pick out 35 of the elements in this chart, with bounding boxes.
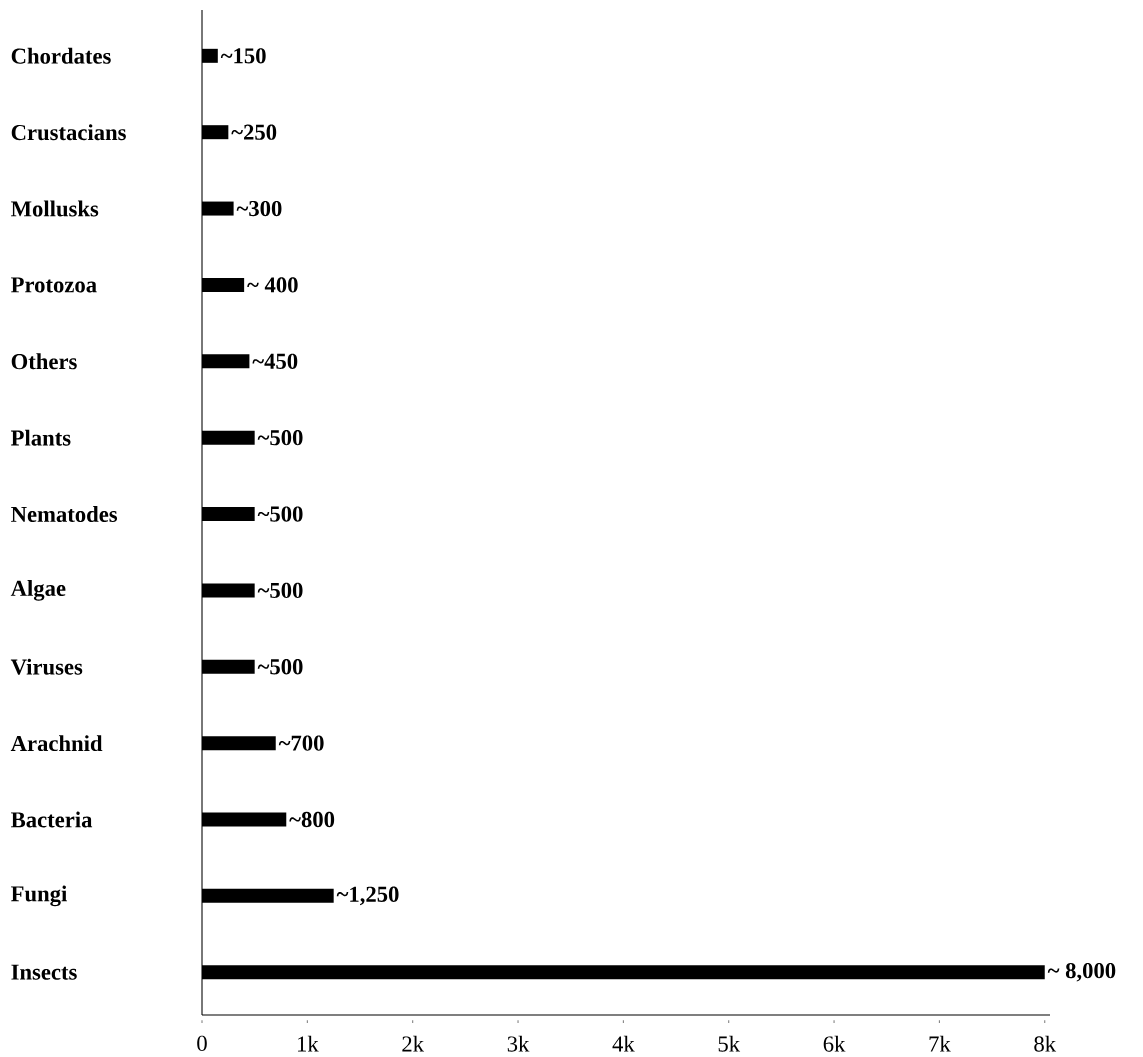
x-tick-label: 5k	[718, 1035, 741, 1052]
y-tick-label: Viruses	[10, 658, 83, 675]
data-label: ~150	[220, 48, 266, 64]
data-label: ~500	[257, 506, 303, 522]
x-tick-label: 6k	[823, 1035, 846, 1052]
data-label: ~1,250	[336, 886, 399, 906]
y-tick-label: Crustacians	[11, 124, 126, 141]
y-tick-label: Arachnid	[10, 735, 103, 752]
x-tick-label: 0	[197, 1035, 207, 1052]
y-tick-label: Others	[11, 353, 77, 370]
data-label: ~800	[289, 811, 335, 828]
y-tick-label: Bacteria	[11, 811, 93, 828]
y-tick-label: Plants	[11, 429, 71, 446]
x-tick-label: 3k	[507, 1035, 530, 1052]
data-label: ~500	[257, 430, 303, 446]
data-label: ~450	[252, 353, 298, 369]
x-tick-label: 4k	[612, 1035, 635, 1052]
y-tick-label: Fungi	[11, 885, 67, 907]
data-label: ~250	[231, 124, 277, 140]
data-label: ~500	[257, 659, 303, 675]
y-tick-label: Mollusks	[11, 200, 99, 217]
y-tick-label: Algae	[10, 580, 66, 601]
data-label: ~500	[257, 582, 303, 599]
x-tick-label: 7k	[929, 1035, 951, 1052]
y-tick-label: Protozoa	[11, 277, 97, 293]
y-tick-label: Insects	[11, 964, 77, 980]
x-tick-label: 1k	[298, 1035, 319, 1052]
data-label: ~300	[236, 200, 282, 217]
x-tick-label: 8k	[1034, 1035, 1057, 1052]
data-label: ~ 8,000	[1047, 962, 1116, 982]
x-tick-label: 2k	[402, 1035, 425, 1052]
data-label: ~700	[278, 735, 324, 751]
y-tick-label: Chordates	[11, 47, 111, 64]
y-tick-label: Nematodes	[11, 506, 118, 523]
data-label: ~ 400	[247, 277, 298, 293]
